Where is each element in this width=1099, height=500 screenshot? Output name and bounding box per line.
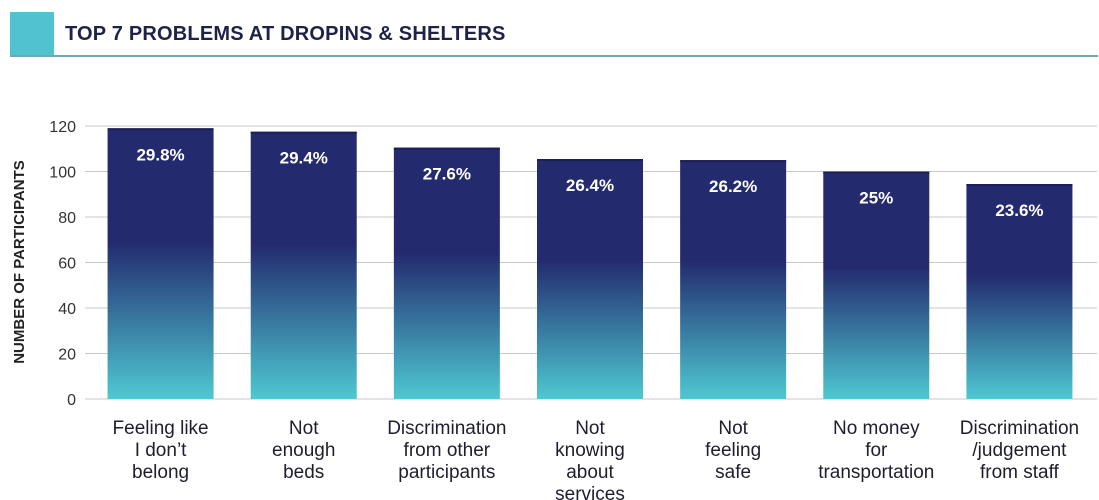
- y-axis-label: NUMBER OF PARTICIPANTS: [11, 160, 28, 364]
- y-axis-ticks: 0 20 40 60 80 100 120: [49, 119, 76, 409]
- x-category-label: Not enough beds: [272, 418, 335, 483]
- x-category-label: No money for transportation: [818, 418, 934, 483]
- bar: [680, 160, 787, 399]
- bar: [966, 184, 1073, 399]
- y-tick-label: 40: [58, 301, 76, 318]
- bar-data-label: 26.4%: [566, 176, 614, 195]
- bar: [537, 158, 643, 399]
- x-category-label: Not knowing about services: [555, 418, 625, 500]
- bar-data-label: 26.2%: [709, 177, 757, 196]
- x-axis-labels: Feeling like I don’t belong Not enough beds Di…: [113, 418, 1080, 500]
- bar-data-label: 29.4%: [280, 149, 328, 168]
- x-category-label: Not feeling safe: [705, 418, 761, 483]
- chart-title: TOP 7 PROBLEMS AT DROPINS & SHELTERS: [65, 23, 506, 45]
- bar-data-label: 27.6%: [423, 165, 471, 184]
- chart-header: TOP 7 PROBLEMS AT DROPINS & SHELTERS: [10, 12, 1098, 57]
- header-accent-square: [10, 12, 54, 56]
- bar-data-label: 29.8%: [136, 145, 184, 164]
- header-divider: [10, 55, 1098, 57]
- bar-data-label: 25%: [859, 189, 893, 208]
- y-tick-label: 120: [49, 119, 76, 136]
- bar: [393, 147, 500, 399]
- x-category-label: Discrimination/judgement from staff: [960, 418, 1079, 483]
- y-tick-label: 60: [58, 256, 76, 273]
- bar: [823, 171, 930, 399]
- x-category-label: Discrimination from other participants: [387, 418, 506, 483]
- bar: [107, 128, 214, 399]
- x-category-label: Feeling like I don’t belong: [113, 418, 209, 483]
- bar: [250, 131, 357, 399]
- y-tick-label: 80: [58, 210, 76, 227]
- y-tick-label: 0: [67, 392, 76, 409]
- bars: 29.8% 29.4% 27.6% 26.4% 26.2% 25% 23.6%: [107, 128, 1073, 399]
- y-tick-label: 20: [58, 347, 76, 364]
- y-tick-label: 100: [49, 165, 76, 182]
- bar-data-label: 23.6%: [995, 201, 1043, 220]
